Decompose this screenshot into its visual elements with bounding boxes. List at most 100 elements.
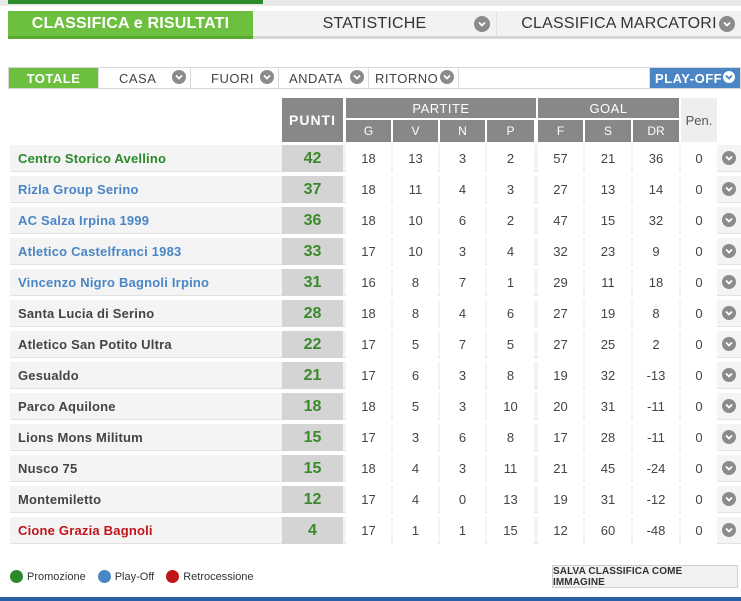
tab-label: TOTALE bbox=[26, 70, 81, 86]
cell-v: 10 bbox=[393, 207, 438, 234]
tab-spacer bbox=[459, 68, 650, 88]
cell-n: 3 bbox=[440, 455, 485, 482]
table-row[interactable]: Parco Aquilone 18 18 5 3 10 20 31 -11 0 bbox=[10, 391, 741, 422]
points-cell: 15 bbox=[282, 424, 343, 451]
table-row[interactable]: Rizla Group Serino 37 18 11 4 3 27 13 14 0 bbox=[10, 174, 741, 205]
points-cell: 15 bbox=[282, 455, 343, 482]
team-name[interactable]: Rizla Group Serino bbox=[18, 182, 139, 197]
header-partite: PARTITE bbox=[346, 98, 536, 118]
save-as-image-button[interactable]: SALVA CLASSIFICA COME IMMAGINE bbox=[552, 565, 738, 588]
team-name[interactable]: Vincenzo Nigro Bagnoli Irpino bbox=[18, 275, 210, 290]
cell-v: 5 bbox=[393, 331, 438, 358]
team-name[interactable]: Nusco 75 bbox=[18, 461, 78, 476]
chevron-down-icon[interactable] bbox=[722, 461, 736, 475]
tab-totale[interactable]: TOTALE bbox=[9, 68, 99, 88]
tab-play-off[interactable]: PLAY-OFF bbox=[650, 68, 740, 88]
header-col-n[interactable]: N bbox=[440, 120, 485, 142]
chevron-down-icon bbox=[722, 70, 736, 84]
table-row[interactable]: AC Salza Irpina 1999 36 18 10 6 2 47 15 32 0 bbox=[10, 205, 741, 236]
points-cell: 42 bbox=[282, 145, 343, 172]
cell-p: 8 bbox=[487, 362, 534, 389]
header-col-dr[interactable]: DR bbox=[633, 120, 679, 142]
team-name[interactable]: Centro Storico Avellino bbox=[18, 151, 167, 166]
legend: Promozione Play-Off Retrocessione bbox=[10, 570, 266, 583]
team-name[interactable]: AC Salza Irpina 1999 bbox=[18, 213, 150, 228]
cell-n: 1 bbox=[440, 517, 485, 544]
cell-f: 47 bbox=[538, 207, 583, 234]
points-cell: 21 bbox=[282, 362, 343, 389]
team-name[interactable]: Cione Grazia Bagnoli bbox=[18, 523, 153, 538]
table-row[interactable]: Vincenzo Nigro Bagnoli Irpino 31 16 8 7 1 29 11… bbox=[10, 267, 741, 298]
tab-label: CLASSIFICA e RISULTATI bbox=[31, 14, 230, 32]
chevron-down-icon[interactable] bbox=[722, 306, 736, 320]
cell-pen: 0 bbox=[681, 238, 717, 265]
cell-g: 18 bbox=[346, 300, 391, 327]
cell-p: 1 bbox=[487, 269, 534, 296]
team-name[interactable]: Lions Mons Militum bbox=[18, 430, 143, 445]
chevron-down-icon[interactable] bbox=[722, 399, 736, 413]
chevron-down-icon[interactable] bbox=[722, 368, 736, 382]
team-name[interactable]: Montemiletto bbox=[18, 492, 102, 507]
cell-s: 25 bbox=[585, 331, 631, 358]
cell-f: 27 bbox=[538, 176, 583, 203]
tab-classifica-risultati[interactable]: CLASSIFICA e RISULTATI bbox=[8, 11, 253, 39]
header-punti[interactable]: PUNTI bbox=[282, 98, 343, 142]
chevron-down-icon[interactable] bbox=[722, 151, 736, 165]
table-row[interactable]: Gesualdo 21 17 6 3 8 19 32 -13 0 bbox=[10, 360, 741, 391]
chevron-down-icon[interactable] bbox=[722, 213, 736, 227]
cell-v: 4 bbox=[393, 486, 438, 513]
cell-v: 6 bbox=[393, 362, 438, 389]
table-row[interactable]: Montemiletto 12 17 4 0 13 19 31 -12 0 bbox=[10, 484, 741, 515]
header-col-p[interactable]: P bbox=[487, 120, 534, 142]
cell-pen: 0 bbox=[681, 145, 717, 172]
chevron-down-icon[interactable] bbox=[722, 244, 736, 258]
chevron-down-icon[interactable] bbox=[722, 275, 736, 289]
team-name[interactable]: Atletico Castelfranci 1983 bbox=[18, 244, 182, 259]
cell-v: 8 bbox=[393, 300, 438, 327]
cell-dr: 32 bbox=[633, 207, 679, 234]
tab-label: ANDATA bbox=[289, 70, 343, 86]
table-row[interactable]: Santa Lucia di Serino 28 18 8 4 6 27 19 8 0 bbox=[10, 298, 741, 329]
cell-n: 0 bbox=[440, 486, 485, 513]
tab-statistiche[interactable]: STATISTICHE bbox=[253, 11, 496, 39]
cell-g: 16 bbox=[346, 269, 391, 296]
team-name[interactable]: Parco Aquilone bbox=[18, 399, 116, 414]
table-row[interactable]: Centro Storico Avellino 42 18 13 3 2 57 21 36 0 bbox=[10, 143, 741, 174]
cell-dr: 14 bbox=[633, 176, 679, 203]
table-row[interactable]: Atletico San Potito Ultra 22 17 5 7 5 27 25 2 0 bbox=[10, 329, 741, 360]
header-col-f[interactable]: F bbox=[538, 120, 583, 142]
tab-classifica-marcatori[interactable]: CLASSIFICA MARCATORI bbox=[496, 11, 741, 39]
team-name[interactable]: Atletico San Potito Ultra bbox=[18, 337, 172, 352]
header-col-g[interactable]: G bbox=[346, 120, 391, 142]
cell-f: 17 bbox=[538, 424, 583, 451]
chevron-down-icon[interactable] bbox=[722, 430, 736, 444]
cell-s: 11 bbox=[585, 269, 631, 296]
chevron-down-icon bbox=[719, 16, 735, 32]
cell-s: 15 bbox=[585, 207, 631, 234]
chevron-down-icon bbox=[474, 16, 490, 32]
tab-ritorno[interactable]: RITORNO bbox=[369, 68, 459, 88]
chevron-down-icon[interactable] bbox=[722, 337, 736, 351]
cell-v: 3 bbox=[393, 424, 438, 451]
table-row[interactable]: Cione Grazia Bagnoli 4 17 1 1 15 12 60 -48 0 bbox=[10, 515, 741, 546]
cell-p: 6 bbox=[487, 300, 534, 327]
tab-andata[interactable]: ANDATA bbox=[279, 68, 369, 88]
cell-g: 17 bbox=[346, 331, 391, 358]
team-name[interactable]: Santa Lucia di Serino bbox=[18, 306, 155, 321]
table-row[interactable]: Atletico Castelfranci 1983 33 17 10 3 4 32 23 9 0 bbox=[10, 236, 741, 267]
chevron-down-icon[interactable] bbox=[722, 182, 736, 196]
table-row[interactable]: Lions Mons Militum 15 17 3 6 8 17 28 -11 0 bbox=[10, 422, 741, 453]
header-col-v[interactable]: V bbox=[393, 120, 438, 142]
tab-fuori[interactable]: FUORI bbox=[191, 68, 279, 88]
table-row[interactable]: Nusco 75 15 18 4 3 11 21 45 -24 0 bbox=[10, 453, 741, 484]
chevron-down-icon bbox=[172, 70, 186, 84]
chevron-down-icon[interactable] bbox=[722, 492, 736, 506]
cell-dr: 2 bbox=[633, 331, 679, 358]
header-pen[interactable]: Pen. bbox=[681, 98, 717, 142]
tab-casa[interactable]: CASA bbox=[99, 68, 191, 88]
header-col-s[interactable]: S bbox=[585, 120, 631, 142]
chevron-down-icon[interactable] bbox=[722, 523, 736, 537]
cell-v: 13 bbox=[393, 145, 438, 172]
team-name[interactable]: Gesualdo bbox=[18, 368, 79, 383]
header-partite-group: PARTITE G V N P bbox=[346, 98, 536, 142]
